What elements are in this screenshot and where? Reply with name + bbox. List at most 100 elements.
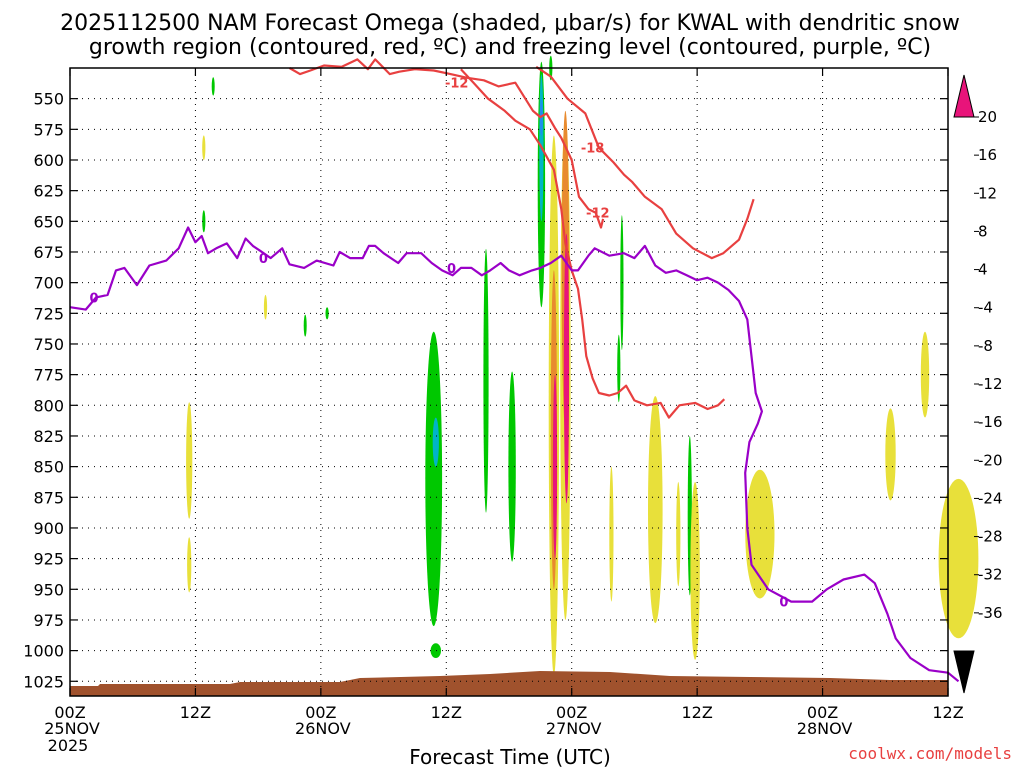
x-tick-label: 00Z <box>54 703 85 722</box>
dgz-contour-line <box>535 65 755 260</box>
colorbar-label: -28 <box>978 528 1003 546</box>
omega-region <box>483 248 489 513</box>
omega-region <box>430 643 441 658</box>
x-tick-label: 00Z <box>305 703 336 722</box>
y-tick-label: 650 <box>33 212 64 231</box>
plot-frame <box>69 67 949 697</box>
y-tick-label: 675 <box>33 243 64 262</box>
omega-region <box>920 331 930 418</box>
omega-region <box>432 417 439 467</box>
x-axis-title: Forecast Time (UTC) <box>409 745 611 768</box>
colorbar-label: 20 <box>978 108 997 126</box>
omega-region <box>186 402 193 519</box>
terrain-fill <box>70 671 948 696</box>
y-tick-label: 550 <box>33 90 64 109</box>
y-tick-label: 625 <box>33 182 64 201</box>
colorbar-label: -12 <box>978 375 1003 393</box>
colorbar-label: 12 <box>978 184 997 202</box>
omega-region <box>211 77 215 96</box>
pressure-axis: 550 575 600 625 650 675 700 725 750 775 800 825 850 8… <box>23 90 948 691</box>
colorbar-label: 16 <box>978 146 997 164</box>
x-tick-label: 12Z <box>932 703 963 722</box>
y-tick-label: 600 <box>33 151 64 170</box>
y-tick-label: 850 <box>33 458 64 477</box>
colorbar-label: -4 <box>978 299 993 317</box>
dgz-contour-line <box>288 58 605 229</box>
omega-region <box>425 331 443 627</box>
plot-background <box>70 68 948 696</box>
y-tick-label: 1000 <box>23 642 64 661</box>
y-tick-label: 575 <box>33 120 64 139</box>
y-tick-label: 775 <box>33 366 64 385</box>
x-tick-label: 00Z <box>556 703 587 722</box>
x-tick-date: 26NOV <box>295 719 351 738</box>
colorbar-label: -32 <box>978 566 1003 584</box>
omega-region <box>508 371 516 562</box>
x-tick-label: 00Z <box>807 703 838 722</box>
chart-title-line1: 2025112500 NAM Forecast Omega (shaded, μ… <box>60 11 960 36</box>
dgz-contour-line <box>460 68 726 419</box>
omega-region <box>676 481 681 587</box>
dendritic-growth-contours: -12 -12 -18 <box>288 58 755 419</box>
colorbar-label: -16 <box>978 413 1003 431</box>
freezing-level-label: 0 <box>447 262 456 277</box>
omega-region <box>263 294 268 320</box>
colorbar-label: -36 <box>978 604 1003 622</box>
omega-region <box>202 210 206 233</box>
colorbar-label: -24 <box>978 489 1003 507</box>
dgz-contour-label: -12 <box>445 77 469 92</box>
y-tick-label: 825 <box>33 427 64 446</box>
omega-region <box>303 314 307 337</box>
y-tick-label: 800 <box>33 396 64 415</box>
omega-region <box>552 374 558 559</box>
freezing-level-label: 0 <box>779 596 788 611</box>
x-tick-date: 28NOV <box>797 719 853 738</box>
y-tick-label: 875 <box>33 488 64 507</box>
y-tick-label: 975 <box>33 611 64 630</box>
colorbar-label: 4 <box>978 261 988 279</box>
omega-region <box>609 466 614 602</box>
y-tick-label: 750 <box>33 335 64 354</box>
freezing-level-contour: 0 0 0 0 <box>69 226 960 683</box>
dgz-contour-label: -12 <box>586 207 610 222</box>
omega-region <box>325 307 329 320</box>
x-tick-date: 25NOV <box>44 719 100 738</box>
colorbar-bottom-arrow <box>953 650 975 694</box>
freezing-level-line <box>69 226 960 683</box>
omega-region <box>648 396 663 624</box>
y-tick-label: 925 <box>33 550 64 569</box>
dgz-contour-label: -18 <box>581 142 605 157</box>
colorbar: 20 16 12 8 4 -4 -8 -12 -16 -20 -24 -28 -32 -36 <box>953 74 1003 694</box>
credit-text[interactable]: coolwx.com/models <box>848 744 1012 763</box>
omega-region <box>563 233 570 504</box>
plot-border <box>69 67 949 697</box>
y-tick-label: 700 <box>33 274 64 293</box>
omega-region <box>187 537 192 593</box>
omega-region <box>202 135 206 160</box>
colorbar-top-arrow <box>953 74 975 118</box>
y-tick-label: 1025 <box>23 672 64 691</box>
colorbar-label: -8 <box>978 337 993 355</box>
omega-region <box>617 334 621 403</box>
terrain-layer <box>70 671 948 696</box>
freezing-level-label: 0 <box>259 252 268 267</box>
plot-area <box>70 68 948 696</box>
colorbar-label: 8 <box>978 222 988 240</box>
y-tick-label: 900 <box>33 519 64 538</box>
omega-region <box>690 482 700 660</box>
x-tick-year: 2025 <box>48 736 89 755</box>
y-tick-label: 950 <box>33 580 64 599</box>
omega-region <box>620 215 624 351</box>
freezing-level-label: 0 <box>89 291 98 306</box>
x-tick-date: 27NOV <box>546 719 602 738</box>
x-tick-label: 12Z <box>681 703 712 722</box>
x-tick-label: 12Z <box>180 703 211 722</box>
omega-region <box>885 408 896 501</box>
colorbar-label: -20 <box>978 451 1003 469</box>
chart-title-line2: growth region (contoured, red, ºC) and f… <box>89 35 931 60</box>
y-tick-label: 725 <box>33 304 64 323</box>
omega-region <box>745 469 775 599</box>
grid-layer <box>70 68 948 696</box>
